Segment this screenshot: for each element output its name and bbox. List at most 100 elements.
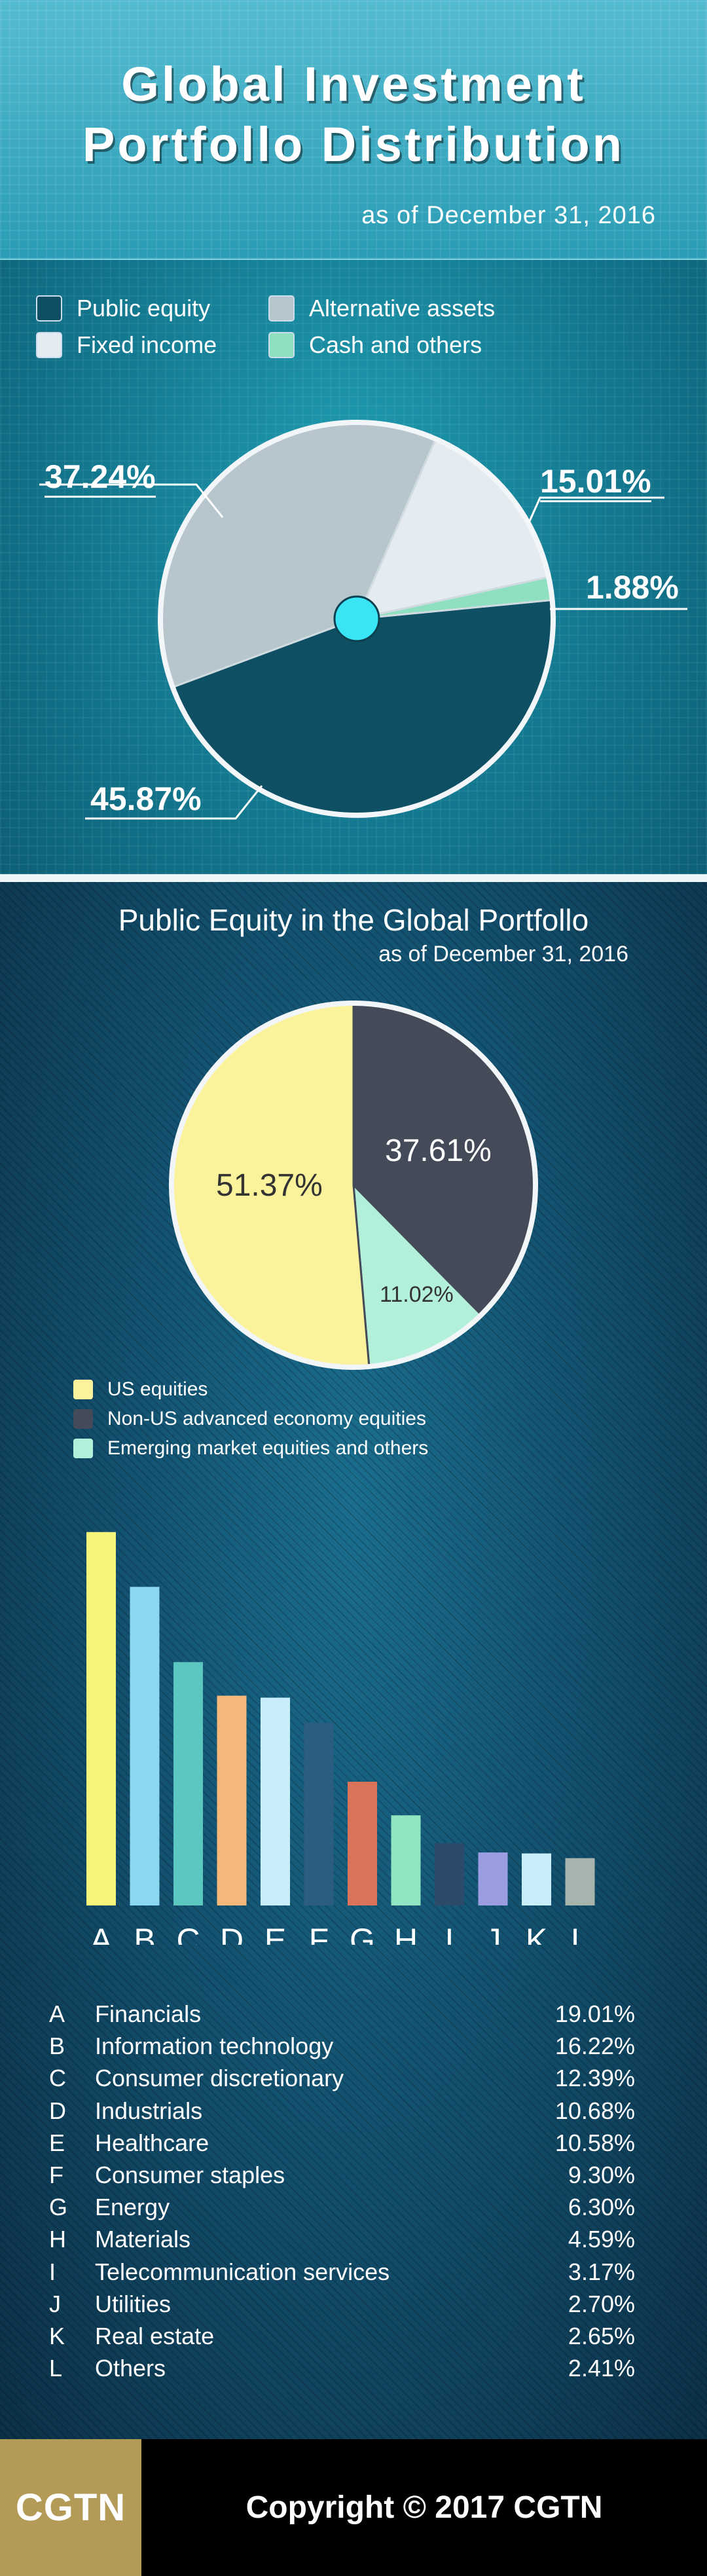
bar-G bbox=[348, 1782, 377, 1905]
bar-K bbox=[522, 1853, 551, 1905]
table-sector-name: Consumer discretionary bbox=[95, 2065, 344, 2092]
page-title-line1: Global Investment bbox=[121, 57, 586, 111]
page-title-line2: Portfollo Distribution bbox=[82, 117, 625, 172]
pie-outline bbox=[158, 420, 556, 818]
leader-line-fixed-income bbox=[528, 496, 664, 523]
bar-J bbox=[478, 1852, 508, 1905]
bar-E bbox=[261, 1697, 290, 1905]
table-sector-name: Information technology bbox=[95, 2033, 334, 2060]
legend-label: Emerging market equities and others bbox=[107, 1437, 429, 1459]
table-letter: F bbox=[49, 2162, 63, 2188]
table-sector-name: Real estate bbox=[95, 2323, 215, 2349]
table-letter: J bbox=[49, 2290, 61, 2317]
legend-item-emerging: Emerging market equities and others bbox=[73, 1437, 428, 1460]
legend-swatch-cash-and-others bbox=[268, 332, 295, 358]
table-sector-value: 10.58% bbox=[554, 2129, 635, 2156]
legend-swatch-alternative-assets bbox=[268, 295, 295, 322]
x-tick-label: A bbox=[90, 1922, 113, 1945]
data-label-alternative-assets: 37.24% bbox=[45, 460, 156, 498]
legend-swatch-us-equities bbox=[73, 1380, 93, 1399]
section-divider bbox=[0, 874, 707, 882]
x-tick-label: C bbox=[176, 1922, 200, 1945]
legend-item-fixed-income: Fixed income bbox=[36, 331, 217, 359]
table-letter: A bbox=[49, 2000, 65, 2027]
table-letter: G bbox=[49, 2194, 68, 2221]
table-sector-value: 2.70% bbox=[568, 2290, 635, 2317]
legend-label: Fixed income bbox=[77, 331, 217, 358]
table-sector-name: Energy bbox=[95, 2194, 170, 2221]
bar-B bbox=[130, 1587, 160, 1905]
data-label-us-equities: 51.37% bbox=[216, 1168, 323, 1203]
table-letter: B bbox=[49, 2033, 65, 2060]
x-tick-label: K bbox=[526, 1922, 547, 1945]
table-sector-name: Telecommunication services bbox=[95, 2258, 390, 2285]
table-sector-value: 2.41% bbox=[568, 2355, 635, 2382]
bar-L bbox=[565, 1858, 595, 1905]
leader-line-public-equity bbox=[85, 785, 263, 820]
table-sector-value: 10.68% bbox=[554, 2097, 635, 2124]
table-sector-value: 3.17% bbox=[568, 2258, 635, 2285]
x-tick-label: H bbox=[394, 1922, 418, 1945]
table-letter: H bbox=[49, 2226, 66, 2253]
pie-center-dot bbox=[333, 595, 380, 642]
table-sector-value: 16.22% bbox=[554, 2033, 635, 2060]
legend-swatch-public-equity bbox=[36, 295, 62, 322]
pie-chart-portfolio bbox=[39, 420, 687, 820]
table-sector-name: Materials bbox=[95, 2226, 191, 2253]
table-sector-value: 19.01% bbox=[554, 2000, 635, 2027]
cgtn-logo: CGTN bbox=[0, 2439, 141, 2576]
table-sector-name: Utilities bbox=[95, 2290, 172, 2317]
table-letter: I bbox=[49, 2258, 56, 2285]
table-sector-name: Industrials bbox=[95, 2097, 203, 2124]
legend-item-non-us-advanced: Non-US advanced economy equities bbox=[73, 1408, 426, 1430]
legend-swatch-non-us-advanced bbox=[73, 1409, 93, 1429]
table-sector-value: 4.59% bbox=[568, 2226, 635, 2253]
table-sector-value: 12.39% bbox=[554, 2065, 635, 2092]
table-letter: C bbox=[49, 2065, 66, 2092]
x-tick-label: J bbox=[485, 1922, 501, 1945]
legend-swatch-emerging bbox=[73, 1439, 93, 1458]
header-banner: Global Investment Portfollo Distribution… bbox=[0, 0, 707, 260]
data-label-emerging: 11.02% bbox=[380, 1282, 454, 1307]
global-portfolio-section: Global Investment Portfollo Distribution… bbox=[0, 0, 707, 874]
bar-H bbox=[391, 1815, 421, 1905]
pie-chart-public-equity bbox=[169, 1001, 538, 1370]
date-subtitle: as of December 31, 2016 bbox=[361, 202, 656, 229]
data-label-cash-and-others: 1.88% bbox=[586, 569, 679, 606]
table-sector-value: 6.30% bbox=[568, 2194, 635, 2221]
bar-F bbox=[304, 1723, 334, 1905]
legend-item-public-equity: Public equity bbox=[36, 295, 210, 322]
section2-date: as of December 31, 2016 bbox=[378, 942, 628, 966]
table-sector-name: Financials bbox=[95, 2000, 202, 2027]
legend-item-us-equities: US equities bbox=[73, 1378, 208, 1401]
leader-line-alternative bbox=[39, 483, 224, 518]
x-tick-label: F bbox=[309, 1922, 329, 1945]
data-label-fixed-income: 15.01% bbox=[540, 465, 651, 502]
footer: CGTN Copyright © 2017 CGTN bbox=[0, 2439, 707, 2576]
x-tick-label: G bbox=[350, 1922, 375, 1945]
x-tick-label: L bbox=[571, 1922, 589, 1945]
x-tick-label: I bbox=[445, 1922, 454, 1945]
table-sector-value: 9.30% bbox=[568, 2162, 635, 2188]
table-sector-name: Healthcare bbox=[95, 2129, 209, 2156]
legend-label: Alternative assets bbox=[309, 295, 496, 322]
legend-swatch-fixed-income bbox=[36, 332, 62, 358]
pie-outline bbox=[169, 1001, 538, 1370]
table-sector-value: 2.65% bbox=[568, 2323, 635, 2349]
table-sector-name: Consumer staples bbox=[95, 2162, 285, 2188]
table-sector-name: Others bbox=[95, 2355, 166, 2382]
data-label-non-us-advanced: 37.61% bbox=[385, 1133, 492, 1168]
legend-item-alternative-assets: Alternative assets bbox=[268, 295, 495, 322]
table-letter: K bbox=[49, 2323, 65, 2349]
legend-item-cash-and-others: Cash and others bbox=[268, 331, 482, 359]
bar-A bbox=[86, 1532, 116, 1905]
legend-label: Public equity bbox=[77, 295, 211, 322]
bar-D bbox=[217, 1695, 247, 1905]
bar-C bbox=[173, 1662, 203, 1905]
x-tick-label: E bbox=[264, 1922, 286, 1945]
x-tick-label: B bbox=[134, 1922, 155, 1945]
legend-label: US equities bbox=[107, 1378, 208, 1400]
legend-label: Non-US advanced economy equities bbox=[107, 1408, 426, 1429]
